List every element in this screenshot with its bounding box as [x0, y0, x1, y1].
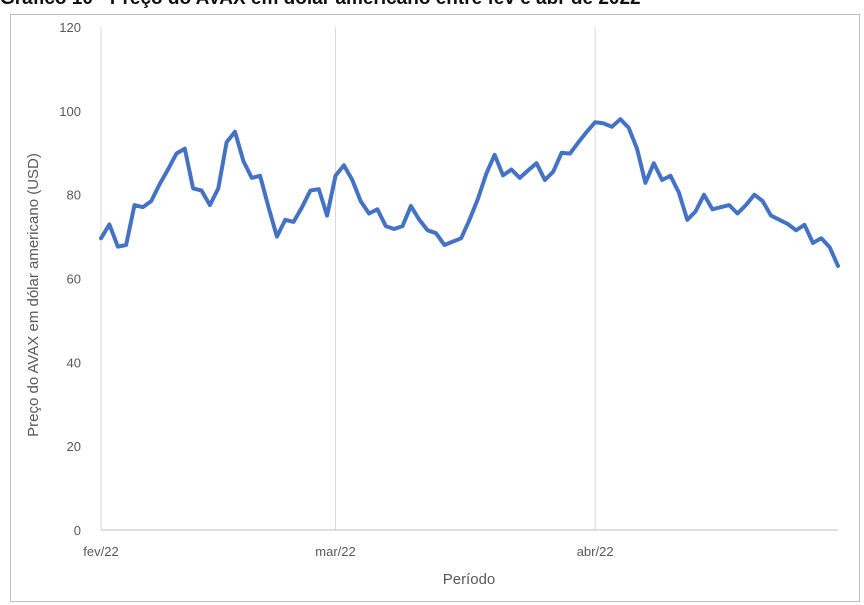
series-line-avax	[99, 117, 840, 268]
chart-title: Gráfico 10 - Preço do AVAX em dólar amer…	[0, 0, 864, 10]
y-tick-label: 100	[59, 104, 81, 119]
chart-frame	[10, 14, 860, 602]
gridlines	[100, 27, 596, 530]
y-tick-labels: 0 20 40 60 80 100 120	[59, 20, 81, 538]
x-tick-labels: fev/22 mar/22 abr/22	[83, 544, 613, 559]
y-axis-title: Preço do AVAX em dólar americano (USD)	[25, 153, 42, 437]
x-tick-label: fev/22	[83, 544, 118, 559]
y-tick-label: 40	[67, 355, 81, 370]
x-tick-label: abr/22	[577, 544, 614, 559]
y-tick-label: 0	[74, 523, 81, 538]
y-tick-label: 120	[59, 20, 81, 35]
y-tick-label: 80	[67, 188, 81, 203]
x-axis-title: Período	[443, 571, 496, 588]
y-tick-label: 20	[67, 439, 81, 454]
x-tick-label: mar/22	[315, 544, 355, 559]
y-tick-label: 60	[67, 272, 81, 287]
